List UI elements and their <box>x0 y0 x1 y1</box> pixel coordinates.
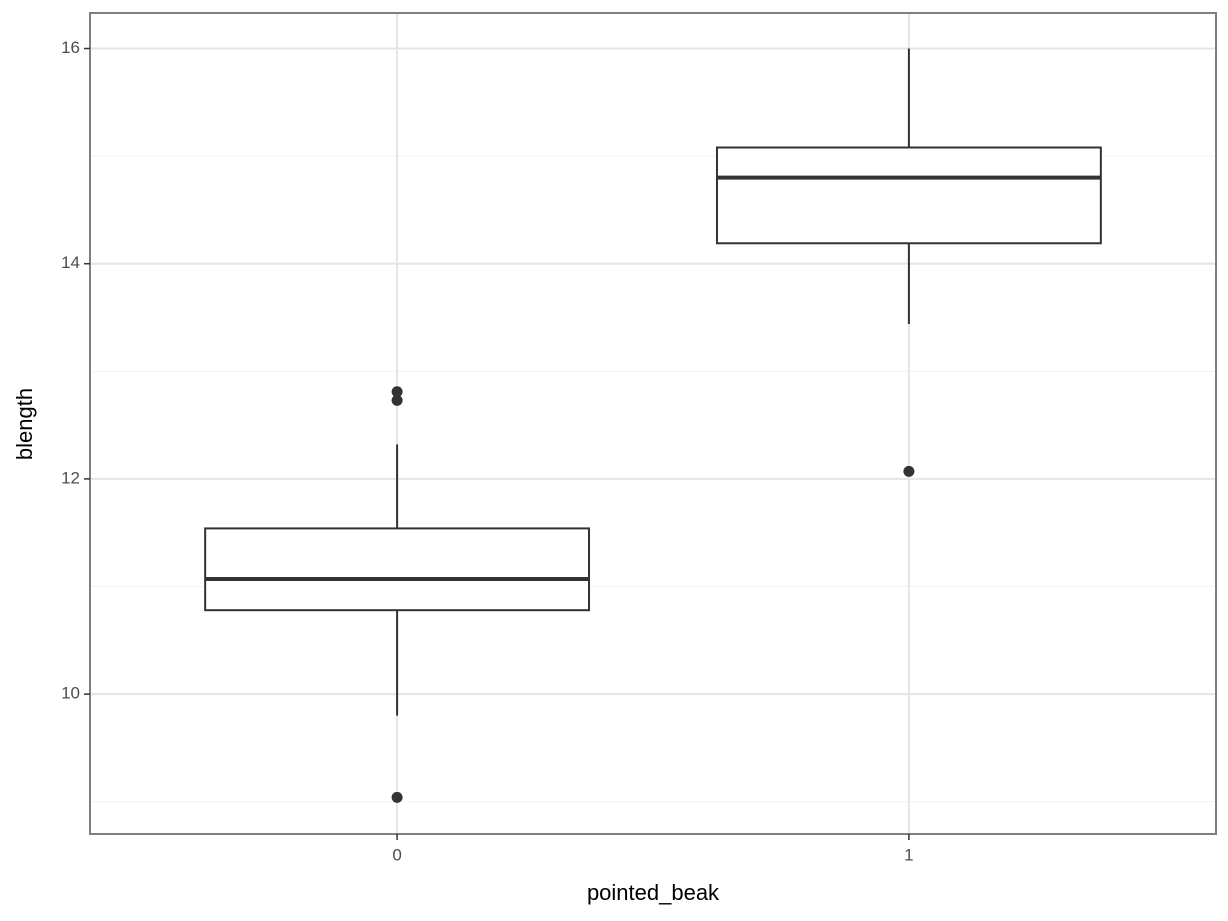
y-axis-title: blength <box>12 388 37 460</box>
outlier <box>391 394 403 406</box>
outlier <box>391 791 403 803</box>
grid <box>90 13 1216 834</box>
y-tick-label: 10 <box>61 684 80 703</box>
outlier <box>903 465 915 477</box>
box <box>715 146 1102 245</box>
y-tick-label: 14 <box>61 253 80 272</box>
marks <box>204 48 1102 803</box>
y-tick-label: 12 <box>61 468 80 487</box>
outlier <box>391 386 403 398</box>
box <box>204 527 591 612</box>
y-tick-label: 16 <box>61 38 80 57</box>
x-axis-title: pointed_beak <box>587 880 720 905</box>
x-tick-label: 1 <box>904 845 913 864</box>
x-tick-label: 0 <box>392 845 401 864</box>
panel-border <box>89 12 1217 835</box>
